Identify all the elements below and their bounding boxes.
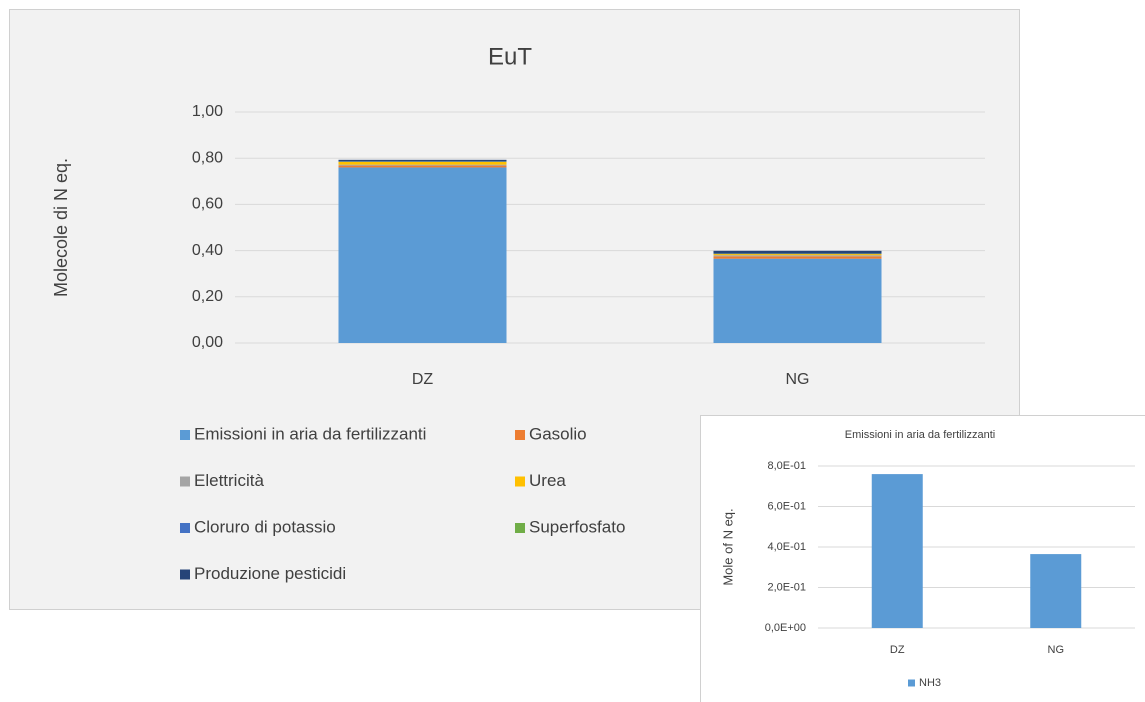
y-tick-label: 4,0E-01 [767, 541, 806, 553]
bar [338, 165, 507, 168]
bar [338, 167, 507, 343]
bar [713, 255, 882, 257]
y-axis-label: Molecole di N eq. [51, 158, 71, 297]
y-tick-label: 8,0E-01 [767, 460, 806, 472]
legend-swatch [515, 523, 525, 533]
bar [338, 161, 507, 165]
y-tick-label: 0,60 [192, 196, 223, 213]
x-tick-label: DZ [890, 644, 905, 656]
x-tick-label: DZ [412, 371, 434, 388]
y-tick-label: 2,0E-01 [767, 581, 806, 593]
legend-label: NH3 [919, 677, 941, 689]
bar [338, 164, 507, 166]
legend-swatch [180, 476, 190, 487]
bar [338, 159, 507, 162]
legend-label: Gasolio [529, 424, 587, 443]
legend-swatch [180, 569, 190, 580]
legend-label: Superfosfato [529, 517, 625, 536]
legend-swatch [908, 679, 915, 687]
bar [871, 474, 923, 628]
chart-title: EuT [488, 43, 532, 70]
legend-swatch [515, 476, 525, 487]
bar [713, 250, 882, 254]
bar [713, 256, 882, 259]
legend-swatch [515, 430, 525, 440]
y-tick-label: 0,40 [192, 242, 223, 259]
y-axis-label: Mole of N eq. [720, 508, 735, 585]
legend-swatch [180, 430, 190, 440]
bar [713, 254, 882, 256]
y-tick-label: 0,00 [192, 334, 223, 351]
chart-title: Emissioni in aria da fertilizzanti [845, 429, 995, 441]
legend-label: Elettricità [194, 471, 264, 490]
legend-label: Produzione pesticidi [194, 564, 346, 583]
y-tick-label: 0,20 [192, 288, 223, 305]
y-tick-label: 1,00 [192, 103, 223, 120]
legend-label: Emissioni in aria da fertilizzanti [194, 424, 426, 443]
legend-label: Cloruro di potassio [194, 517, 336, 536]
legend-label: Urea [529, 471, 566, 490]
y-tick-label: 0,0E+00 [765, 622, 806, 634]
bar [713, 258, 882, 343]
x-tick-label: NG [786, 371, 810, 388]
x-tick-label: NG [1048, 644, 1065, 656]
y-tick-label: 6,0E-01 [767, 500, 806, 512]
legend-swatch [180, 523, 190, 533]
bar [1030, 554, 1082, 628]
y-tick-label: 0,80 [192, 149, 223, 166]
